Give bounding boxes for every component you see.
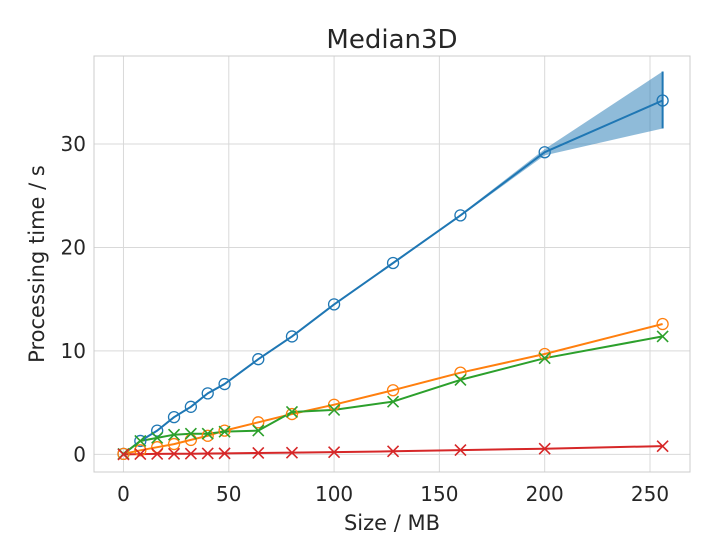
data-point (201, 387, 214, 400)
data-point (134, 444, 147, 457)
data-point (134, 434, 147, 448)
x-tick-label: 150 (420, 482, 458, 506)
series-markers (117, 94, 669, 461)
y-tick-label: 0 (73, 442, 86, 466)
data-point (134, 448, 147, 461)
data-point (328, 403, 341, 416)
data-point (656, 317, 669, 331)
x-tick-labels: 0 50 100 150 200 250 (117, 482, 669, 506)
data-point (252, 353, 265, 366)
data-point (151, 441, 164, 454)
data-point (134, 434, 147, 448)
data-point (218, 424, 231, 437)
data-point (151, 431, 164, 444)
x-tick-label: 200 (526, 482, 564, 506)
data-point (454, 366, 467, 379)
plot-frame (93, 55, 691, 473)
data-point (201, 447, 214, 460)
data-point (656, 330, 669, 343)
data-point (218, 425, 231, 438)
y-axis-label: Processing time / s (25, 165, 49, 363)
data-point (538, 146, 551, 159)
data-point (454, 209, 467, 222)
x-tick-label: 100 (315, 482, 353, 506)
data-point (151, 447, 164, 460)
data-point (386, 445, 400, 458)
data-point (252, 446, 265, 460)
data-point (285, 446, 299, 459)
data-point (252, 424, 265, 437)
data-point (285, 407, 299, 421)
data-point (117, 447, 130, 461)
x-tick-label: 50 (216, 482, 241, 506)
data-point (285, 405, 299, 419)
data-point (285, 330, 299, 343)
series-line-4 (123, 445, 663, 456)
data-point (454, 373, 467, 386)
series-line-2 (123, 323, 663, 455)
data-point (184, 447, 197, 460)
data-point (386, 384, 400, 397)
x-tick-label: 250 (631, 482, 669, 506)
data-point (201, 429, 214, 442)
data-point (252, 416, 265, 429)
data-point (117, 448, 130, 461)
y-tick-label: 10 (61, 339, 86, 363)
data-point (386, 395, 400, 408)
data-point (167, 437, 181, 451)
data-point (327, 298, 341, 311)
data-point (454, 443, 467, 457)
data-point (167, 447, 181, 460)
data-point (167, 428, 181, 441)
y-tick-label: 30 (61, 132, 86, 156)
data-point (656, 94, 669, 107)
data-point (151, 424, 164, 437)
data-point (386, 256, 400, 270)
y-tick-labels: 0 10 20 30 (61, 132, 86, 466)
data-point (167, 411, 181, 424)
x-tick-label: 0 (117, 482, 130, 506)
data-point (184, 427, 197, 440)
series-line-1 (122, 99, 664, 455)
data-point (538, 352, 551, 365)
series-lines (122, 99, 664, 456)
data-point (184, 400, 198, 413)
data-point (538, 442, 551, 455)
data-point (538, 347, 551, 361)
data-point (218, 447, 231, 460)
x-axis-label: Size / MB (344, 511, 440, 535)
data-point (218, 377, 231, 391)
series-line-3 (122, 335, 663, 455)
data-point (656, 440, 669, 453)
data-point (328, 446, 341, 459)
y-tick-label: 20 (61, 235, 86, 259)
chart-title: Median3D (326, 25, 457, 55)
data-point (201, 427, 214, 440)
